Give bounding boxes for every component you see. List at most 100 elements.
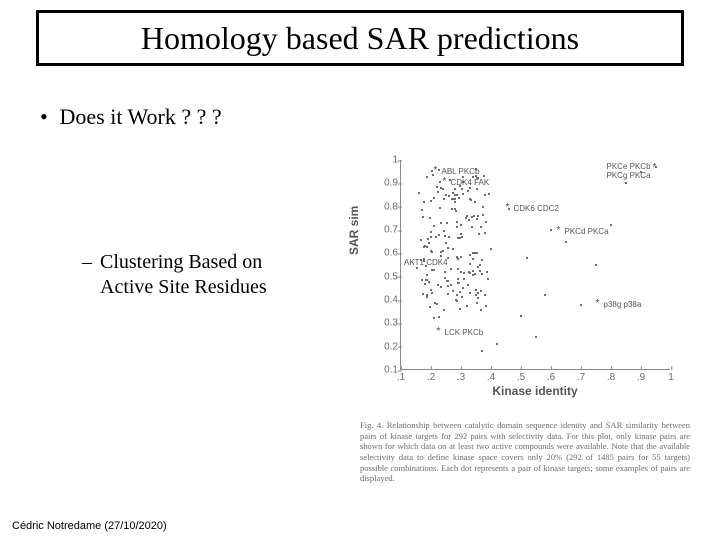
data-point [460,224,462,226]
data-point [473,215,475,217]
scatter-chart: SAR sim .1.2.3.4.5.6.7.8.91*ABL PKCb*CDK… [360,150,690,410]
data-point [418,192,420,194]
x-tick: .2 [427,372,435,383]
annotation-marker: * [596,299,600,309]
data-point [462,287,464,289]
data-point [442,188,444,190]
data-point [474,201,476,203]
data-point [426,176,428,178]
data-point [476,302,478,304]
data-point [472,252,474,254]
data-point [430,231,432,233]
figure: SAR sim .1.2.3.4.5.6.7.8.91*ABL PKCb*CDK… [340,150,690,410]
data-point [476,218,478,220]
data-point [433,225,435,227]
data-point [625,182,627,184]
data-point [424,283,426,285]
data-point [446,280,448,282]
annotation-label: CDK4 FAK [451,178,490,187]
data-point [443,198,445,200]
title-box: Homology based SAR predictions [36,10,684,66]
data-point [487,278,489,280]
annotation-marker: * [437,327,441,337]
data-point [480,309,482,311]
data-point [465,217,467,219]
data-point [456,300,458,302]
dash-marker: – [82,250,92,275]
data-point [535,336,537,338]
data-point [472,258,474,260]
data-point [482,206,484,208]
data-point [474,273,476,275]
bullet-marker: • [40,104,54,130]
data-point [444,271,446,273]
data-point [480,290,482,292]
data-point [463,278,465,280]
data-point [484,232,486,234]
data-point [446,222,448,224]
data-point [458,197,460,199]
annotation-label: PKCe PKCbPKCg PKCa [607,162,651,180]
data-point [544,294,546,296]
data-point [481,259,483,261]
data-point [447,247,449,249]
x-tick: .4 [487,372,495,383]
data-point [426,294,428,296]
data-point [496,343,498,345]
data-point [469,198,471,200]
sub-bullet: – Clustering Based on Active Site Residu… [100,250,300,300]
data-point [426,279,428,281]
data-point [447,293,449,295]
data-point [431,292,433,294]
data-point [460,233,462,235]
data-point [423,246,425,248]
annotation-marker: * [456,257,460,267]
data-point [490,248,492,250]
data-point [520,315,522,317]
x-tick: .3 [457,372,465,383]
data-point [429,217,431,219]
data-point [477,266,479,268]
data-point [458,282,460,284]
data-point [423,201,425,203]
data-point [437,284,439,286]
data-point [461,236,463,238]
data-point [452,248,454,250]
data-point [451,208,453,210]
data-point [450,268,452,270]
y-tick: 0.8 [360,201,398,212]
data-point [488,193,490,195]
data-point [422,293,424,295]
data-point [431,251,433,253]
data-point [469,292,471,294]
data-point [440,187,442,189]
data-point [421,279,423,281]
data-point [477,292,479,294]
data-point [468,219,470,221]
y-tick: 0.1 [360,365,398,376]
data-point [443,309,445,311]
data-point [483,175,485,177]
data-point [469,187,471,189]
data-point [440,255,442,257]
data-point [448,195,450,197]
data-point [452,198,454,200]
data-point [459,237,461,239]
data-point [456,226,458,228]
data-point [463,272,465,274]
data-point [476,252,478,254]
data-point [440,286,442,288]
data-point [481,273,483,275]
data-point [466,305,468,307]
data-point [526,257,528,259]
annotation-label: CDK6 CDC2 [514,204,559,213]
data-point [469,254,471,256]
data-point [477,215,479,217]
data-point [457,268,459,270]
data-point [595,264,597,266]
data-point [433,197,435,199]
data-point [436,303,438,305]
data-point [485,305,487,307]
data-point [486,271,488,273]
data-point [459,308,461,310]
